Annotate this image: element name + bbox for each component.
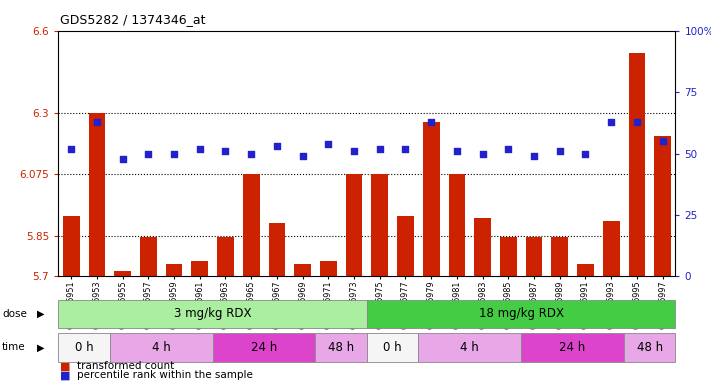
Point <box>554 148 565 154</box>
Text: ▶: ▶ <box>37 309 45 319</box>
Text: 0 h: 0 h <box>383 341 402 354</box>
Text: 4 h: 4 h <box>460 341 479 354</box>
Point <box>657 138 668 144</box>
Text: ▶: ▶ <box>37 342 45 353</box>
Bar <box>629 53 646 276</box>
Bar <box>166 264 183 276</box>
Text: 4 h: 4 h <box>151 341 171 354</box>
Bar <box>449 174 465 276</box>
Bar <box>63 217 80 276</box>
Bar <box>58 333 109 362</box>
Text: 48 h: 48 h <box>636 341 663 354</box>
Text: ■: ■ <box>60 361 71 371</box>
Text: 18 mg/kg RDX: 18 mg/kg RDX <box>479 308 564 320</box>
Point <box>631 119 643 125</box>
Text: 3 mg/kg RDX: 3 mg/kg RDX <box>173 308 252 320</box>
Bar <box>367 300 675 328</box>
Point <box>245 151 257 157</box>
Text: percentile rank within the sample: percentile rank within the sample <box>77 370 252 380</box>
Bar <box>418 333 521 362</box>
Point <box>477 151 488 157</box>
Bar <box>217 237 234 276</box>
Bar <box>191 262 208 276</box>
Bar <box>371 174 388 276</box>
Point <box>297 153 309 159</box>
Bar <box>140 237 156 276</box>
Point <box>503 146 514 152</box>
Bar <box>500 237 517 276</box>
Point <box>323 141 334 147</box>
Bar <box>58 300 367 328</box>
Point <box>169 151 180 157</box>
Bar <box>367 333 418 362</box>
Text: 24 h: 24 h <box>251 341 277 354</box>
Text: 48 h: 48 h <box>328 341 354 354</box>
Text: time: time <box>2 342 26 353</box>
Point <box>65 146 77 152</box>
Point <box>91 119 102 125</box>
Point <box>271 143 282 149</box>
Point <box>143 151 154 157</box>
Point <box>194 146 205 152</box>
Bar <box>320 262 337 276</box>
Point <box>606 119 617 125</box>
Bar <box>603 220 619 276</box>
Bar <box>474 218 491 276</box>
Bar <box>294 264 311 276</box>
Point <box>425 119 437 125</box>
Text: transformed count: transformed count <box>77 361 174 371</box>
Bar <box>654 136 671 276</box>
Bar <box>521 333 624 362</box>
Point <box>451 148 463 154</box>
Bar <box>88 113 105 276</box>
Bar <box>109 333 213 362</box>
Bar <box>346 174 363 276</box>
Point <box>528 153 540 159</box>
Bar <box>242 174 260 276</box>
Point <box>220 148 231 154</box>
Bar <box>624 333 675 362</box>
Bar <box>397 217 414 276</box>
Text: 0 h: 0 h <box>75 341 93 354</box>
Bar <box>423 122 439 276</box>
Point <box>400 146 411 152</box>
Bar <box>114 271 131 276</box>
Text: 24 h: 24 h <box>560 341 586 354</box>
Bar <box>525 237 542 276</box>
Text: dose: dose <box>2 309 27 319</box>
Point <box>348 148 360 154</box>
Text: GDS5282 / 1374346_at: GDS5282 / 1374346_at <box>60 13 206 26</box>
Bar <box>551 237 568 276</box>
Point <box>374 146 385 152</box>
Bar <box>316 333 367 362</box>
Point <box>117 156 128 162</box>
Point <box>579 151 591 157</box>
Bar <box>269 223 285 276</box>
Text: ■: ■ <box>60 370 71 380</box>
Bar <box>213 333 316 362</box>
Bar <box>577 264 594 276</box>
